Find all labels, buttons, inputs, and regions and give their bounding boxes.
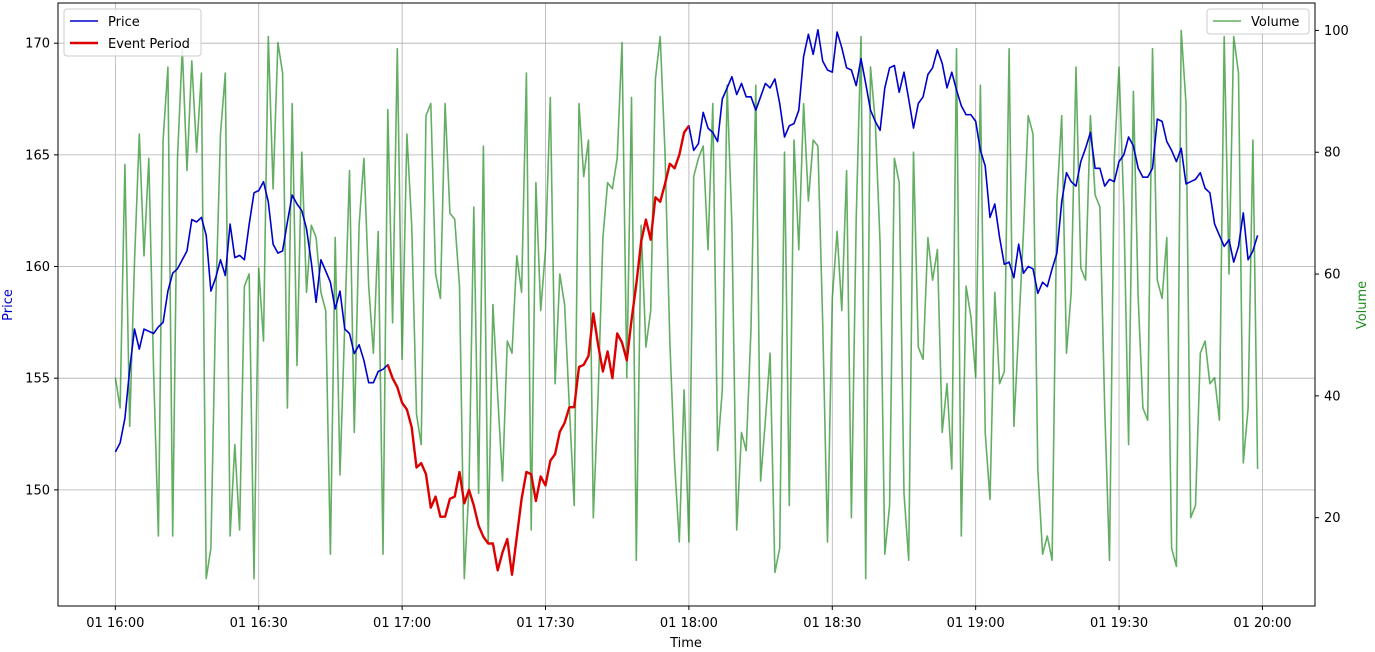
left-y-axis-label: Price	[1, 289, 16, 321]
left-y-axis-ticks: 150 155 160 165 170	[25, 37, 58, 498]
x-tick-label: 01 16:00	[86, 616, 144, 631]
x-tick-label: 01 20:00	[1233, 616, 1291, 631]
volume-series-line	[114, 29, 1259, 580]
x-tick-label: 01 17:30	[516, 616, 574, 631]
left-y-tick-label: 165	[25, 148, 50, 163]
left-y-tick-label: 160	[25, 260, 50, 275]
legend-right-box	[1206, 8, 1310, 35]
legend-left: Price Event Period	[63, 8, 202, 57]
right-y-tick-label: 100	[1324, 24, 1349, 39]
volume-series-layer	[114, 29, 1259, 580]
x-tick-label: 01 17:00	[373, 616, 431, 631]
right-y-axis-label: Volume	[1355, 281, 1370, 329]
x-tick-label: 01 19:30	[1090, 616, 1148, 631]
legend-left-box	[63, 8, 202, 57]
legend-volume-label: Volume	[1251, 15, 1299, 30]
x-axis-ticks: 01 16:00 01 16:30 01 17:00 01 17:30 01 18:00…	[86, 606, 1291, 631]
price-series-line	[114, 28, 1259, 576]
right-y-tick-label: 80	[1324, 146, 1341, 161]
right-y-tick-label: 60	[1324, 268, 1341, 283]
price-series-layer	[114, 28, 1259, 576]
event-period-layer	[386, 125, 690, 576]
legend-right: Volume	[1206, 8, 1310, 35]
x-tick-label: 01 16:30	[230, 616, 288, 631]
x-tick-label: 01 18:30	[803, 616, 861, 631]
x-tick-label: 01 19:00	[947, 616, 1005, 631]
right-y-tick-label: 40	[1324, 389, 1341, 404]
x-tick-label: 01 18:00	[660, 616, 718, 631]
x-axis-label: Time	[669, 636, 702, 651]
event-period-line	[386, 125, 690, 576]
left-y-tick-label: 150	[25, 483, 50, 498]
legend-price-label: Price	[108, 15, 140, 30]
right-y-tick-label: 20	[1324, 511, 1341, 526]
legend-event-label: Event Period	[108, 37, 190, 52]
plot-frame	[57, 2, 1316, 607]
left-y-tick-label: 170	[25, 37, 50, 52]
left-y-tick-label: 155	[25, 372, 50, 387]
right-y-axis-ticks: 20 40 60 80 100	[1315, 24, 1349, 526]
